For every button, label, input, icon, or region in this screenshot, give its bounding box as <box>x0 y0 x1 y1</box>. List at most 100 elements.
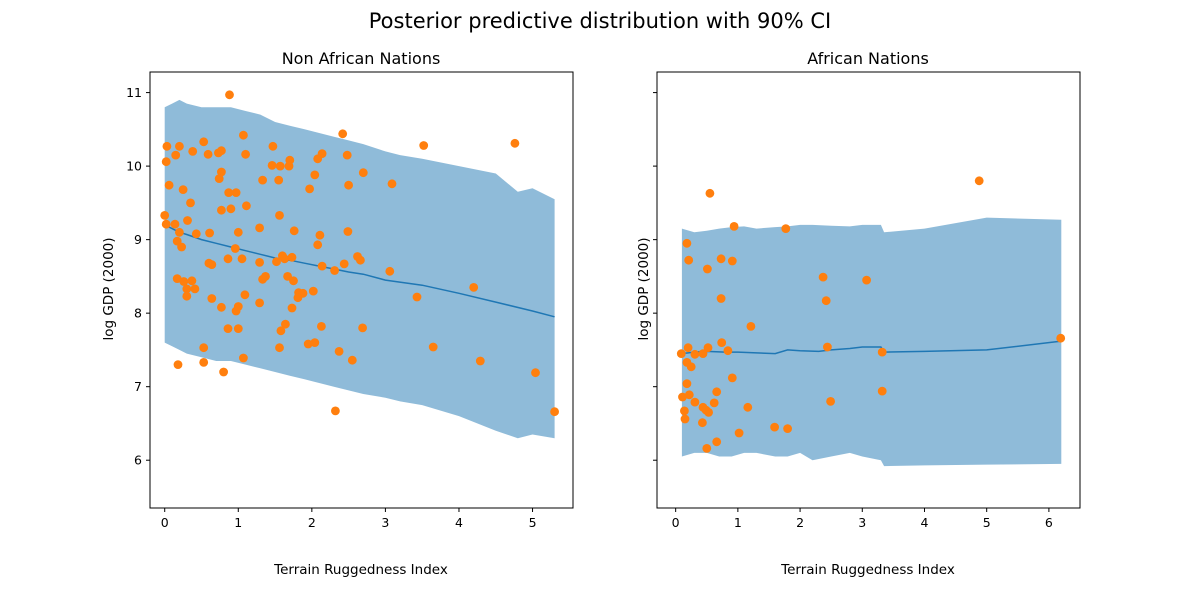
x-tick-label: 1 <box>234 515 242 530</box>
x-tick-label: 0 <box>672 515 680 530</box>
data-point <box>698 418 707 428</box>
data-point <box>716 294 726 303</box>
data-point <box>342 150 352 160</box>
data-point <box>428 342 438 352</box>
data-point <box>734 428 744 438</box>
data-point <box>313 240 323 250</box>
data-point <box>339 259 349 269</box>
data-point <box>190 284 200 294</box>
data-point <box>344 180 353 190</box>
data-point <box>686 362 696 372</box>
data-point <box>289 276 298 286</box>
data-point <box>703 343 713 353</box>
figure-suptitle: Posterior predictive distribution with 9… <box>369 9 832 33</box>
data-point <box>703 264 712 274</box>
data-point <box>205 228 215 238</box>
data-point <box>224 188 234 198</box>
data-point <box>743 402 753 412</box>
x-tick-label: 3 <box>858 515 866 530</box>
data-point <box>182 284 192 294</box>
y-tick-label: 8 <box>134 306 142 321</box>
data-point <box>191 229 201 239</box>
data-point <box>684 390 694 400</box>
data-point <box>678 392 687 402</box>
data-point <box>161 157 171 167</box>
panel-non-african: Non African Nations Terrain Ruggedness I… <box>101 49 574 578</box>
data-point <box>385 266 395 276</box>
data-point <box>223 324 233 333</box>
data-point <box>310 170 320 180</box>
data-point <box>690 349 700 359</box>
data-point <box>330 266 339 275</box>
data-point <box>161 219 171 229</box>
data-point <box>275 343 284 353</box>
mean-line <box>681 340 1062 355</box>
data-point <box>287 252 297 262</box>
data-point <box>226 204 236 214</box>
x-tick-label: 5 <box>529 515 537 530</box>
data-point <box>862 275 871 285</box>
data-point <box>162 141 172 151</box>
data-point <box>770 422 779 432</box>
data-point <box>214 174 224 184</box>
data-point <box>217 302 226 312</box>
data-point <box>781 224 791 234</box>
data-point <box>310 338 320 347</box>
data-point <box>682 379 692 389</box>
x-tick-label: 4 <box>455 515 463 530</box>
data-point <box>475 356 485 366</box>
data-point <box>818 272 828 282</box>
data-point <box>412 292 422 302</box>
data-point <box>233 324 243 333</box>
data-point <box>698 349 708 358</box>
data-point <box>233 302 243 311</box>
data-point <box>1056 333 1066 343</box>
data-point <box>717 338 727 347</box>
data-point <box>223 254 233 264</box>
data-point <box>188 147 198 156</box>
data-point <box>550 407 559 417</box>
data-point <box>217 205 226 215</box>
data-point <box>203 149 213 159</box>
data-point <box>305 184 314 194</box>
data-point <box>175 141 184 151</box>
data-point <box>702 444 712 453</box>
data-point <box>230 244 240 253</box>
data-point <box>207 294 217 303</box>
data-point <box>170 219 180 229</box>
data-point <box>258 175 267 185</box>
data-point <box>199 137 209 147</box>
data-point <box>178 185 188 195</box>
data-point <box>239 353 248 363</box>
data-point <box>680 414 690 424</box>
data-point <box>207 260 217 269</box>
y-axis-label: log GDP (2000) <box>101 237 117 340</box>
data-point <box>242 201 251 211</box>
data-point <box>727 373 737 383</box>
data-point <box>510 138 520 148</box>
data-point <box>175 227 184 237</box>
axes-frame <box>656 71 1081 509</box>
data-point <box>823 342 832 352</box>
x-tick-label: 0 <box>161 515 169 530</box>
data-point <box>821 296 831 306</box>
data-point <box>313 154 323 164</box>
data-point <box>233 227 243 237</box>
data-point <box>347 355 357 365</box>
data-point <box>225 90 234 100</box>
data-point <box>173 360 183 369</box>
data-point <box>317 322 326 331</box>
data-point <box>826 397 835 406</box>
data-point <box>275 211 284 220</box>
x-tick-label: 2 <box>796 515 804 530</box>
data-point <box>164 180 174 190</box>
data-point <box>182 291 192 301</box>
data-point <box>268 141 278 151</box>
data-point <box>199 358 209 367</box>
data-point <box>356 255 365 265</box>
data-point <box>358 323 367 333</box>
data-point <box>531 368 540 378</box>
data-point <box>172 274 182 283</box>
y-axis-label: log GDP (2000) <box>636 237 652 340</box>
data-point <box>217 146 226 156</box>
